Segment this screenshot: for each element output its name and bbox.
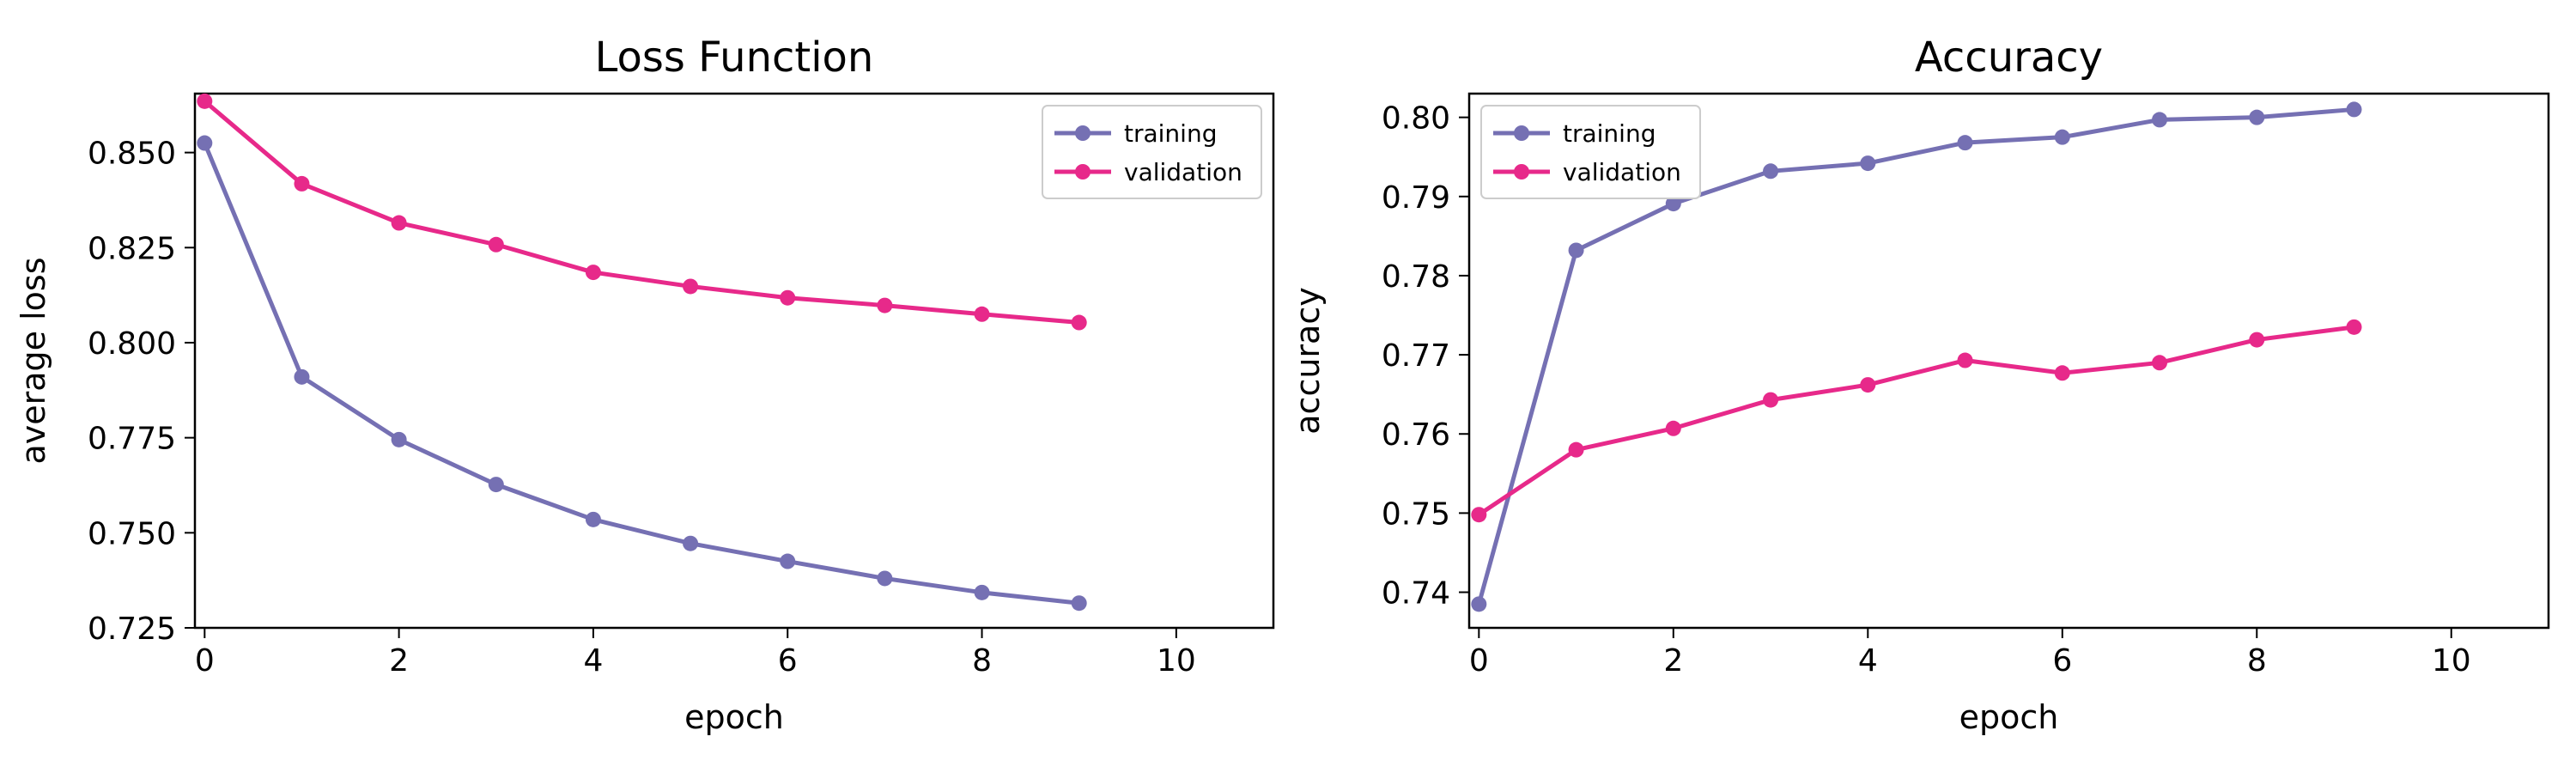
data-point-training bbox=[1860, 155, 1876, 172]
data-point-training bbox=[974, 584, 990, 600]
plot-frame bbox=[193, 92, 1275, 630]
data-point-validation bbox=[1568, 441, 1584, 458]
y-tick-label: 0.850 bbox=[88, 137, 176, 172]
y-tick-label: 0.825 bbox=[88, 231, 176, 266]
x-tick-label: 6 bbox=[778, 643, 798, 679]
x-tick-label: 0 bbox=[1469, 643, 1489, 679]
legend: training validation bbox=[1042, 105, 1262, 199]
data-point-validation bbox=[197, 93, 213, 109]
y-tick-label: 0.78 bbox=[1382, 259, 1450, 295]
data-point-training bbox=[780, 553, 796, 569]
data-point-training bbox=[2152, 112, 2168, 128]
x-tick-label: 4 bbox=[1858, 643, 1878, 679]
y-axis-label: average loss bbox=[15, 257, 52, 464]
legend-marker-training bbox=[1514, 125, 1529, 141]
y-tick-label: 0.75 bbox=[1382, 496, 1450, 532]
legend-label-training: training bbox=[1563, 119, 1656, 148]
data-point-training bbox=[2346, 101, 2362, 118]
data-point-training bbox=[877, 570, 893, 587]
data-point-validation bbox=[780, 289, 796, 306]
series-line-training bbox=[1476, 107, 2354, 606]
legend-marker-validation bbox=[1075, 164, 1091, 180]
data-point-training bbox=[585, 511, 601, 527]
data-point-training bbox=[2249, 109, 2265, 125]
data-point-validation bbox=[2249, 332, 2265, 348]
data-point-training bbox=[1568, 242, 1584, 259]
data-point-validation bbox=[391, 215, 407, 231]
accuracy-chart: Accuracy 0 2 4 6 8 10 0.74 0.75 0.76 0.77 0.78 0.79 0… bbox=[1289, 33, 2550, 736]
legend-box bbox=[1480, 105, 1701, 199]
x-tick-label: 2 bbox=[1663, 643, 1683, 679]
x-axis-label: epoch bbox=[684, 698, 784, 736]
x-tick-label: 0 bbox=[195, 643, 215, 679]
data-point-training bbox=[2054, 129, 2070, 145]
loss-chart: Loss Function 0 2 4 6 8 10 0.725 0.750 0.775 0.800… bbox=[15, 33, 1275, 736]
data-point-training bbox=[1665, 196, 1681, 212]
y-tick-label: 0.79 bbox=[1382, 180, 1450, 216]
data-point-validation bbox=[974, 306, 990, 322]
y-tick-label: 0.750 bbox=[88, 516, 176, 551]
data-point-validation bbox=[683, 278, 699, 295]
legend-label-validation: validation bbox=[1563, 158, 1681, 186]
y-tick-label: 0.775 bbox=[88, 422, 176, 457]
series-validation bbox=[197, 93, 1087, 331]
data-point-validation bbox=[1763, 392, 1779, 408]
data-point-training bbox=[683, 535, 699, 551]
x-tick-label: 10 bbox=[2432, 643, 2471, 679]
series-line-validation bbox=[203, 99, 1079, 325]
data-point-validation bbox=[1860, 377, 1876, 393]
legend-marker-training bbox=[1075, 125, 1091, 141]
data-point-validation bbox=[488, 236, 504, 253]
data-point-training bbox=[1071, 595, 1087, 612]
data-point-validation bbox=[1957, 352, 1973, 368]
x-axis-label: epoch bbox=[1959, 698, 2059, 736]
data-point-validation bbox=[294, 175, 310, 192]
series-training bbox=[1471, 101, 2362, 612]
chart-title: Loss Function bbox=[595, 33, 874, 82]
y-tick-label: 0.80 bbox=[1382, 101, 1450, 137]
y-tick-label: 0.77 bbox=[1382, 338, 1450, 374]
data-point-validation bbox=[2346, 319, 2362, 335]
data-point-training bbox=[488, 477, 504, 493]
data-point-training bbox=[294, 368, 310, 385]
y-tick-label: 0.800 bbox=[88, 326, 176, 362]
data-point-validation bbox=[1665, 420, 1681, 436]
data-point-training bbox=[1763, 163, 1779, 180]
legend-box bbox=[1042, 105, 1262, 199]
x-tick-label: 4 bbox=[583, 643, 603, 679]
series-validation bbox=[1471, 319, 2362, 523]
x-tick-label: 8 bbox=[972, 643, 992, 679]
y-axis-label: accuracy bbox=[1289, 287, 1327, 434]
data-point-validation bbox=[877, 297, 893, 313]
x-tick-label: 6 bbox=[2052, 643, 2072, 679]
legend-marker-validation bbox=[1514, 164, 1529, 180]
data-point-validation bbox=[585, 265, 601, 281]
x-tick-label: 10 bbox=[1157, 643, 1196, 679]
x-tick-label: 8 bbox=[2247, 643, 2267, 679]
legend-label-training: training bbox=[1124, 119, 1217, 148]
y-tick-label: 0.74 bbox=[1382, 576, 1450, 612]
y-tick-label: 0.725 bbox=[88, 612, 176, 647]
legend: training validation bbox=[1480, 105, 1701, 199]
data-point-training bbox=[197, 135, 213, 151]
data-point-validation bbox=[1071, 314, 1087, 331]
series-training bbox=[197, 135, 1087, 612]
plot-frame bbox=[1467, 92, 2550, 630]
data-point-training bbox=[391, 431, 407, 447]
data-point-validation bbox=[1471, 507, 1487, 523]
x-tick-label: 2 bbox=[389, 643, 409, 679]
data-point-training bbox=[1957, 135, 1973, 151]
y-tick-label: 0.76 bbox=[1382, 417, 1450, 453]
data-point-training bbox=[1471, 596, 1487, 612]
data-point-validation bbox=[2054, 365, 2070, 381]
data-point-validation bbox=[2152, 355, 2168, 371]
series-line-training bbox=[203, 142, 1079, 606]
chart-title: Accuracy bbox=[1915, 33, 2103, 82]
legend-label-validation: validation bbox=[1124, 158, 1242, 186]
series-line-validation bbox=[1477, 325, 2354, 517]
